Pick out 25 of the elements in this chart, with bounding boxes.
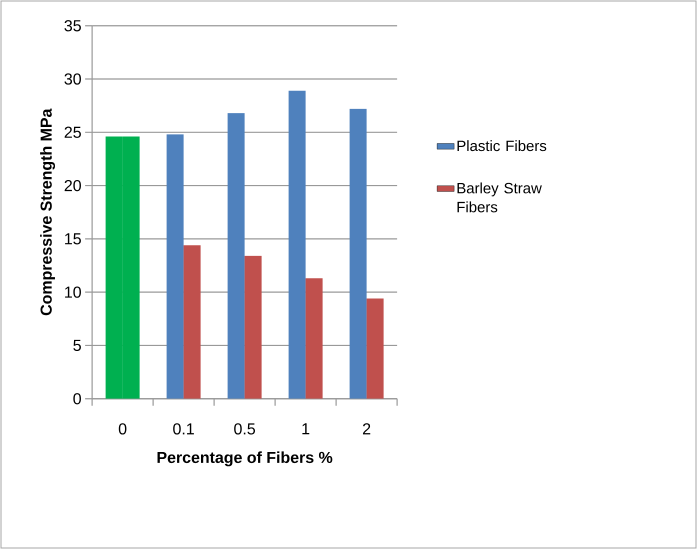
y-tick-label: 30 [64,73,81,85]
y-tick-label: 25 [64,126,81,138]
bar [244,256,262,399]
x-tick-label: 0.1 [173,423,194,435]
bar [228,113,245,399]
bar [350,108,367,399]
x-tick-label: 0 [118,423,126,435]
y-tick-label: 35 [64,20,81,32]
legend-label: Plastic Fibers [458,140,546,152]
x-tick-label: 2 [362,423,370,434]
y-tick-label: 5 [73,340,81,351]
bar [366,298,384,399]
y-tick-label: 15 [65,233,81,244]
x-tick-label: 0.5 [234,423,256,435]
bar [184,245,201,399]
bar [306,278,323,399]
x-axis-title: Percentage of Fibers % [158,451,332,466]
bar [166,134,184,399]
y-tick-label: 10 [65,286,81,298]
y-axis-title: Compressive Strength MPa [40,108,56,316]
legend-label: Barley Straw Fibers [458,182,542,212]
y-tick-label: 20 [64,180,81,192]
y-tick-label: 0 [73,393,81,404]
bar [288,90,306,399]
x-tick-label: 1 [302,423,310,434]
